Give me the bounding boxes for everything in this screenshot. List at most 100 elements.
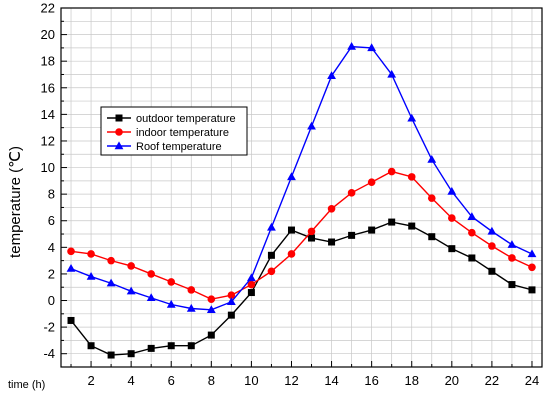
- data-point-outdoor: [127, 350, 135, 358]
- data-point-indoor: [87, 250, 95, 258]
- data-point-outdoor: [287, 226, 295, 234]
- data-point-indoor: [448, 214, 456, 222]
- data-point-outdoor: [408, 222, 416, 230]
- data-point-indoor: [427, 194, 436, 202]
- data-point-indoor: [207, 295, 216, 303]
- legend: outdoor temperature indoor temperature Roo…: [100, 106, 248, 156]
- x-tick-label: 16: [364, 373, 378, 388]
- data-point-indoor: [127, 262, 135, 270]
- data-point-roof: [407, 113, 417, 122]
- data-point-outdoor: [167, 342, 175, 350]
- data-point-roof: [166, 299, 176, 308]
- series-roof: [66, 41, 537, 314]
- data-point-roof: [287, 172, 296, 181]
- data-point-outdoor: [328, 238, 336, 246]
- data-point-outdoor: [348, 231, 356, 239]
- series-line-roof: [70, 45, 533, 311]
- y-tick-label: 8: [48, 187, 55, 202]
- y-tick-label: -4: [43, 346, 55, 361]
- legend-label-outdoor: outdoor temperature: [136, 113, 236, 125]
- series-layer: [66, 41, 537, 359]
- y-tick-label: 14: [41, 107, 55, 122]
- x-tick-label: 24: [525, 373, 539, 388]
- y-tick-label: 10: [41, 160, 55, 175]
- data-point-roof: [246, 273, 256, 282]
- data-point-outdoor: [187, 342, 195, 350]
- data-point-outdoor: [368, 226, 376, 234]
- data-point-outdoor: [267, 251, 275, 259]
- data-point-indoor: [147, 270, 155, 278]
- x-tick-label: 8: [208, 373, 215, 388]
- y-tick-label: 6: [48, 213, 55, 228]
- x-tick-label: 20: [445, 373, 459, 388]
- plot-frame: [60, 7, 543, 368]
- x-tick-label: 18: [404, 373, 418, 388]
- data-point-indoor: [387, 167, 396, 176]
- data-point-outdoor: [508, 281, 516, 289]
- data-point-roof: [447, 186, 457, 195]
- series-indoor: [67, 167, 536, 303]
- data-point-outdoor: [207, 331, 215, 339]
- y-axis-title: temperature (℃): [7, 146, 24, 258]
- y-tick-label: 0: [48, 293, 55, 308]
- data-point-roof: [507, 240, 517, 248]
- data-point-outdoor: [428, 233, 436, 241]
- data-point-roof: [66, 264, 76, 272]
- data-point-indoor: [247, 280, 256, 289]
- data-point-roof: [467, 212, 477, 220]
- data-point-roof: [527, 249, 537, 258]
- y-tick-label: 12: [41, 133, 55, 148]
- data-point-indoor: [488, 242, 496, 250]
- data-point-outdoor: [147, 344, 155, 352]
- x-tick-label: 14: [324, 373, 338, 388]
- x-tick-label: 12: [284, 373, 298, 388]
- data-point-roof: [307, 121, 316, 130]
- data-point-roof: [86, 271, 96, 280]
- y-tick-label: 16: [41, 80, 55, 95]
- data-point-indoor: [407, 173, 416, 181]
- data-point-roof: [487, 226, 497, 235]
- legend-label-indoor: indoor temperature: [136, 127, 229, 139]
- data-point-outdoor: [388, 218, 396, 226]
- x-tick-label: 4: [128, 373, 135, 388]
- data-point-outdoor: [67, 316, 75, 324]
- data-point-outdoor: [308, 234, 316, 242]
- legend-box: [100, 106, 248, 156]
- data-point-roof: [146, 293, 156, 302]
- data-point-outdoor: [528, 286, 536, 294]
- legend-marker-indoor: [115, 128, 123, 136]
- data-point-roof: [367, 43, 377, 52]
- x-tick-label: 10: [244, 373, 258, 388]
- data-point-indoor: [508, 254, 516, 262]
- data-point-indoor: [67, 247, 75, 256]
- data-point-indoor: [107, 256, 115, 265]
- data-point-outdoor: [488, 267, 496, 275]
- data-point-indoor: [367, 178, 376, 186]
- axes: 2 4 6 8 10 12 14 16 18 20 22 24-4-20246810121416182…: [41, 1, 543, 388]
- data-point-outdoor: [87, 342, 95, 350]
- data-point-roof: [327, 71, 336, 80]
- y-tick-label: -2: [43, 320, 55, 335]
- data-point-indoor: [327, 204, 336, 213]
- data-point-roof: [106, 278, 116, 287]
- legend-label-roof: Roof temperature: [136, 141, 222, 153]
- x-tick-label: 6: [168, 373, 175, 388]
- y-tick-label: 2: [48, 266, 55, 281]
- data-point-roof: [427, 154, 437, 163]
- data-point-roof: [226, 297, 236, 306]
- data-point-outdoor: [247, 289, 255, 297]
- data-point-roof: [387, 69, 397, 78]
- y-tick-label: 20: [41, 27, 55, 42]
- data-point-outdoor: [107, 351, 115, 359]
- data-point-outdoor: [227, 311, 235, 319]
- data-point-indoor: [227, 291, 236, 300]
- y-tick-label: 22: [41, 1, 55, 16]
- x-tick-label: 2: [87, 373, 94, 388]
- data-point-indoor: [468, 228, 476, 237]
- x-axis-title: time (h): [8, 379, 45, 391]
- data-point-indoor: [307, 227, 316, 236]
- data-point-indoor: [528, 263, 536, 272]
- legend-marker-outdoor: [115, 114, 123, 122]
- data-point-roof: [267, 222, 276, 231]
